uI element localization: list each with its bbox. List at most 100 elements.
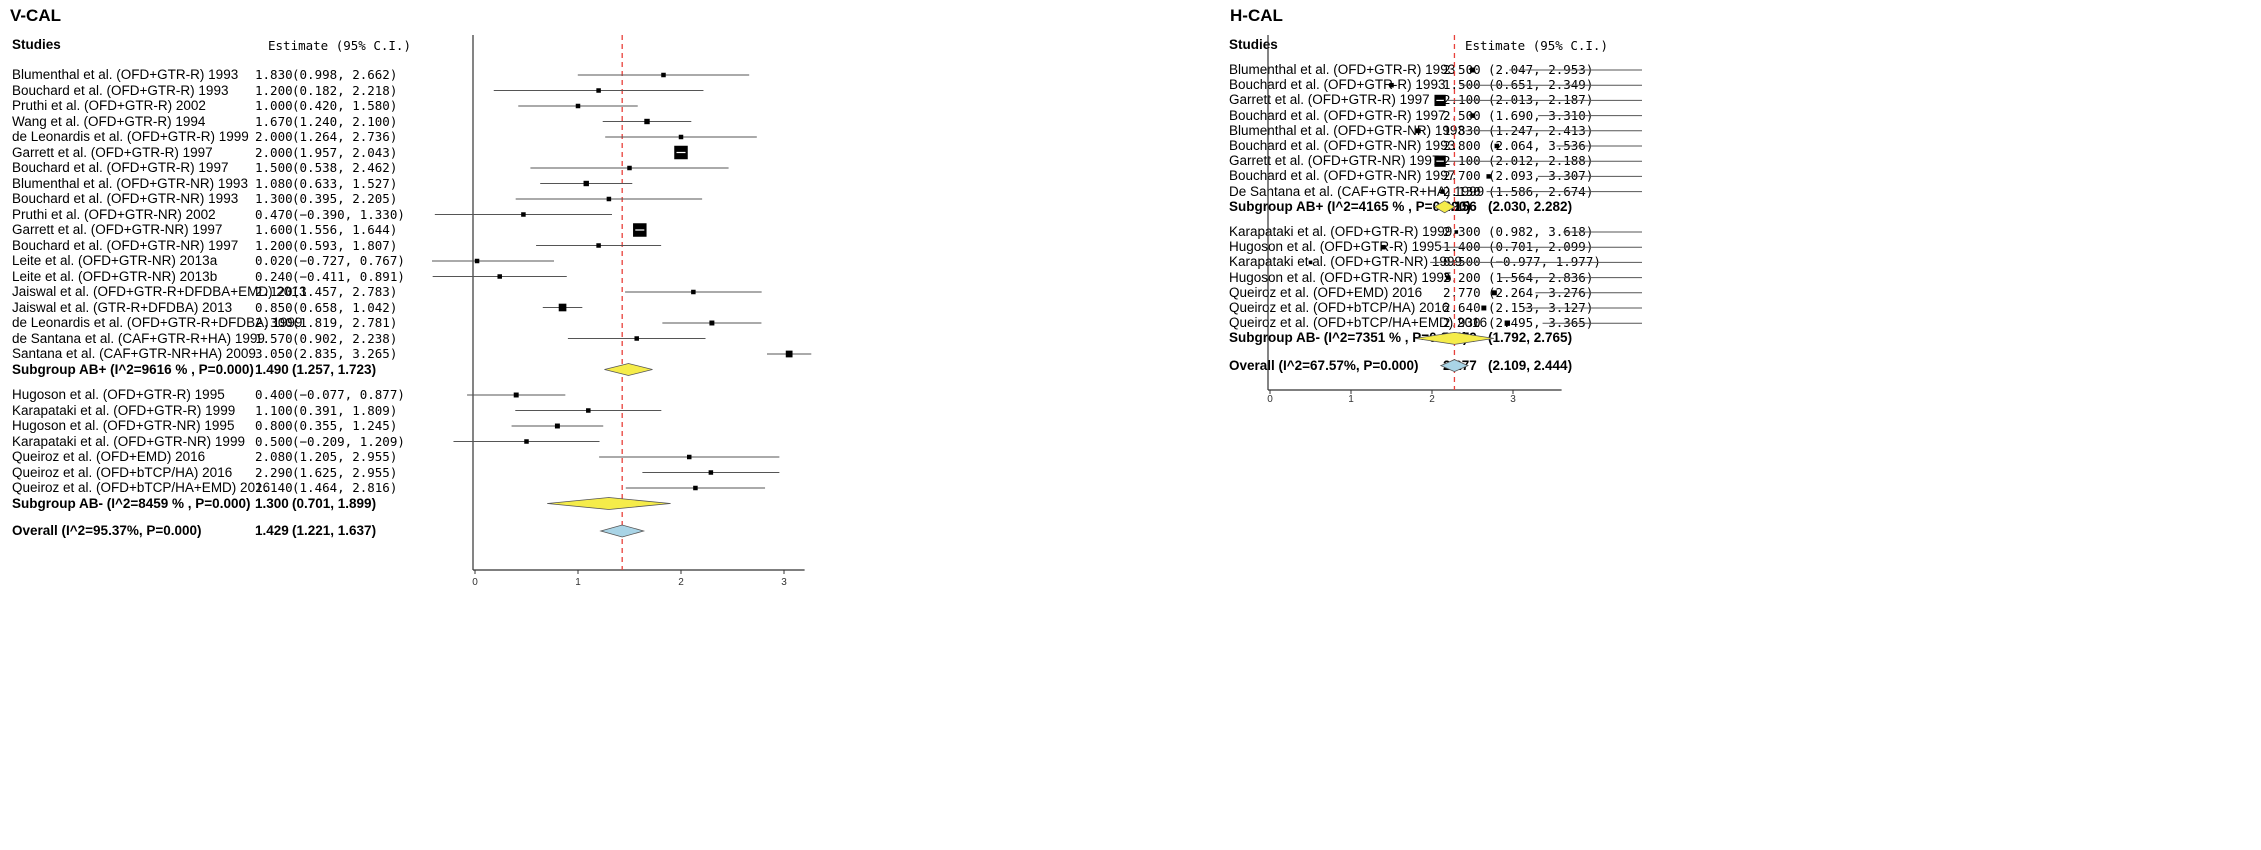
v-cal-table-row: Pruthi et al. (OFD+GTR-NR) 2002 0.470 (−0.…	[0, 207, 1160, 227]
h-cal-header-studies: Studies	[1229, 37, 1278, 52]
h-cal-subgroup-diamond	[1415, 331, 1495, 345]
h-cal-estimate-value: 2.300	[1443, 224, 1481, 239]
v-cal-ci-value: (0.998, 2.662)	[292, 67, 398, 82]
v-cal-study-label: Queiroz et al. (OFD+bTCP/HA+EMD) 2016	[12, 480, 271, 495]
v-cal-panel: V-CAL Studies Estimate (95% C.I.) Blumen…	[0, 6, 1160, 588]
v-cal-study-label: Hugoson et al. (OFD+GTR-R) 1995	[12, 387, 225, 402]
h-cal-x-tick-label: 3	[1510, 394, 1516, 405]
h-cal-table-row: Bouchard et al. (OFD+GTR-NR) 1997 2.700 (2…	[1220, 168, 2261, 188]
v-cal-study-label: Queiroz et al. (OFD+EMD) 2016	[12, 449, 206, 464]
h-cal-point-estimate	[1308, 260, 1313, 265]
h-cal-estimate-value: 2.156	[1443, 198, 1477, 214]
h-cal-forest-plot: 0 1 2 3	[1267, 35, 1642, 405]
v-cal-point-estimate	[785, 350, 793, 358]
v-cal-subgroup-diamond	[547, 497, 671, 510]
h-cal-point-estimate	[1504, 320, 1511, 326]
v-cal-table-row: Leite et al. (OFD+GTR-NR) 2013b 0.240 (−0.…	[0, 269, 1160, 289]
v-cal-study-label: Bouchard et al. (OFD+GTR-NR) 1997	[12, 237, 239, 253]
v-cal-ci-value: (0.355, 1.245)	[292, 418, 398, 433]
v-cal-estimate-value: 0.240	[255, 268, 293, 284]
v-cal-x-tick-label: 2	[678, 577, 684, 588]
v-cal-table-row: de Leonardis et al. (OFD+GTR-R) 1999 2.00…	[0, 129, 1160, 149]
v-cal-study-label: Jaiswal et al. (OFD+GTR-R+DFDBA+EMD) 201…	[12, 284, 307, 299]
h-cal-ci-value: (2.013, 2.187)	[1488, 92, 1594, 108]
v-cal-table-row: Subgroup AB+ (I^2=9616 % , P=0.000) 1.490…	[0, 362, 1160, 382]
h-cal-table-row: Karapataki et al. (OFD+GTR-NR) 1999 0.500…	[1220, 254, 2261, 274]
v-cal-x-tick-label: 0	[472, 577, 478, 588]
h-cal-point-estimate	[1491, 290, 1497, 296]
v-cal-ci-value: (−0.411, 0.891)	[292, 268, 405, 284]
v-cal-estimate-value: 1.000	[255, 98, 293, 113]
v-cal-table-row: Bouchard et al. (OFD+GTR-NR) 1997 1.200 (0…	[0, 238, 1160, 258]
h-cal-study-label: Garrett et al. (OFD+GTR-R) 1997	[1229, 92, 1430, 108]
h-cal-ci-value: (2.495, 3.365)	[1488, 315, 1594, 331]
v-cal-point-estimate	[513, 392, 519, 398]
v-cal-estimate-value: 1.429	[255, 523, 289, 538]
v-cal-study-label: Blumenthal et al. (OFD+GTR-R) 1993	[12, 67, 239, 82]
h-cal-x-tick-label: 2	[1429, 394, 1435, 405]
h-cal-ci-value: (0.651, 2.349)	[1488, 77, 1594, 93]
h-cal-header-estimate: Estimate (95% C.I.)	[1465, 38, 1608, 53]
v-cal-study-label: Queiroz et al. (OFD+bTCP/HA) 2016	[12, 464, 233, 480]
h-cal-table-row: De Santana et al. (CAF+GTR-R+HA) 1999 2.1…	[1220, 184, 2261, 204]
v-cal-estimate-value: 0.400	[255, 387, 293, 402]
v-cal-subgroup-diamond	[604, 363, 653, 376]
v-cal-point-estimate	[686, 454, 692, 460]
h-cal-table-row: Hugoson et al. (OFD+GTR-R) 1995 1.400 (0.7…	[1220, 239, 2261, 259]
v-cal-table-row: Garrett et al. (OFD+GTR-R) 1997 2.000 (1.9…	[0, 145, 1160, 165]
v-cal-table-row: Hugoson et al. (OFD+GTR-NR) 1995 0.800 (0.…	[0, 418, 1160, 438]
h-cal-point-estimate	[1486, 174, 1491, 179]
v-cal-table-row: Bouchard et al. (OFD+GTR-R) 1993 1.200 (0.…	[0, 83, 1160, 103]
h-cal-table-row: Garrett et al. (OFD+GTR-R) 1997 2.100 (2.0…	[1220, 92, 2261, 112]
v-cal-estimate-value: 2.000	[255, 129, 293, 144]
v-cal-study-label: Leite et al. (OFD+GTR-NR) 2013b	[12, 268, 218, 284]
v-cal-estimate-value: 2.120	[255, 284, 293, 299]
h-cal-point-estimate	[1454, 230, 1459, 234]
v-cal-point-estimate	[497, 274, 502, 279]
h-cal-table-row: Karapataki et al. (OFD+GTR-R) 1999 2.300 (…	[1220, 224, 2261, 244]
v-cal-table-row: Subgroup AB- (I^2=8459 % , P=0.000) 1.300…	[0, 496, 1160, 516]
v-cal-table-row: Queiroz et al. (OFD+EMD) 2016 2.080 (1.205…	[0, 449, 1160, 469]
h-cal-table-row: Bouchard et al. (OFD+GTR-NR) 1993 2.800 (2…	[1220, 138, 2261, 158]
v-cal-ci-value: (1.221, 1.637)	[292, 523, 377, 538]
v-cal-table-row: Karapataki et al. (OFD+GTR-R) 1999 1.100(…	[0, 403, 1160, 423]
v-cal-ci-value: (1.819, 2.781)	[292, 315, 398, 330]
h-cal-estimate-value: 2.130	[1443, 183, 1481, 199]
v-cal-point-estimate	[575, 103, 581, 109]
v-cal-study-label: Bouchard et al. (OFD+GTR-NR) 1993	[12, 191, 239, 206]
h-cal-study-label: Blumenthal et al. (OFD+GTR-NR) 1993	[1229, 122, 1465, 138]
h-cal-table-row: Bouchard et al. (OFD+GTR-R) 1993 1.500 (0.…	[1220, 77, 2261, 97]
v-cal-study-label: Pruthi et al. (OFD+GTR-R) 2002	[12, 98, 206, 113]
h-cal-ci-value: (2.093, 3.307)	[1488, 168, 1594, 184]
v-cal-point-estimate	[554, 423, 560, 429]
v-cal-point-estimate	[586, 408, 591, 413]
v-cal-point-estimate	[474, 258, 480, 264]
v-cal-x-tick-label: 3	[781, 577, 787, 588]
v-cal-estimate-value: 2.300	[255, 315, 293, 330]
h-cal-ci-value: (2.012, 2.188)	[1488, 153, 1594, 169]
v-cal-point-estimate	[634, 336, 639, 341]
v-cal-study-label: de Santana et al. (CAF+GTR-R+HA) 1999	[12, 330, 265, 346]
v-cal-table-row: Hugoson et al. (OFD+GTR-R) 1995 0.400 (−0.…	[0, 387, 1160, 407]
v-cal-forest-plot: 0 1 2 3	[432, 35, 812, 588]
h-cal-estimate-value: 0.500	[1443, 254, 1481, 270]
h-cal-estimate-value: 2.770	[1443, 284, 1481, 300]
h-cal-ci-value: (0.982, 3.618)	[1488, 224, 1594, 239]
h-cal-point-estimate	[1494, 143, 1500, 149]
v-cal-study-label: Karapataki et al. (OFD+GTR-R) 1999	[12, 402, 236, 418]
v-cal-point-estimate	[693, 485, 698, 491]
v-cal-table-row: Jaiswal et al. (GTR-R+DFDBA) 2013 0.850 (0…	[0, 300, 1160, 320]
h-cal-ci-value: (1.690, 3.310)	[1488, 107, 1594, 123]
v-cal-estimate-value: 3.050	[255, 346, 293, 361]
v-cal-estimate-value: 0.800	[255, 418, 293, 433]
v-cal-table-row: Blumenthal et al. (OFD+GTR-R) 1993 1.830(…	[0, 67, 1160, 87]
h-cal-ci-value: (1.586, 2.674)	[1488, 183, 1594, 199]
h-cal-study-label: Subgroup AB- (I^2=7351 % , P=0.001)	[1229, 330, 1468, 346]
v-cal-table-row: Overall (I^2=95.37%, P=0.000) 1.429 (1.221…	[0, 523, 1160, 543]
v-cal-study-label: Overall (I^2=95.37%, P=0.000)	[12, 523, 202, 538]
h-cal-study-label: Overall (I^2=67.57%, P=0.000)	[1229, 357, 1419, 373]
v-cal-study-label: Blumenthal et al. (OFD+GTR-NR) 1993	[12, 175, 248, 191]
v-cal-ci-value: (−0.727, 0.767)	[292, 253, 405, 268]
h-cal-point-estimate	[1445, 275, 1451, 280]
h-cal-study-label: Hugoson et al. (OFD+GTR-R) 1995	[1229, 239, 1442, 255]
